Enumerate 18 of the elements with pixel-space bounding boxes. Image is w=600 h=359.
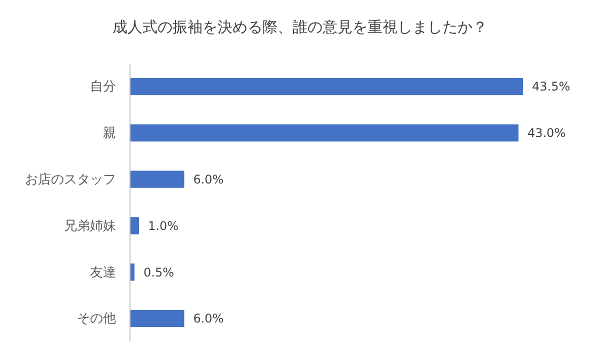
y-tick-label: 友達 — [90, 265, 116, 280]
bar — [130, 310, 184, 328]
data-label: 43.0% — [527, 126, 566, 140]
bar — [130, 217, 140, 234]
data-label: 6.0% — [193, 312, 224, 326]
data-label: 0.5% — [144, 265, 174, 280]
chart-title: 成人式の振袖を決める際、誰の意見を重視しましたか？ — [112, 18, 488, 36]
bar — [130, 78, 523, 96]
y-tick-label: その他 — [77, 312, 116, 327]
data-label: 43.5% — [532, 80, 570, 94]
y-tick-label: 自分 — [90, 80, 116, 95]
y-tick-label: 兄弟姉妹 — [64, 218, 116, 234]
y-tick-label: お店のスタッフ — [25, 171, 116, 188]
bar — [130, 124, 518, 142]
data-label: 6.0% — [193, 172, 224, 186]
bar — [130, 170, 184, 188]
data-label: 1.0% — [148, 218, 179, 233]
y-tick-label: 親 — [103, 126, 116, 142]
